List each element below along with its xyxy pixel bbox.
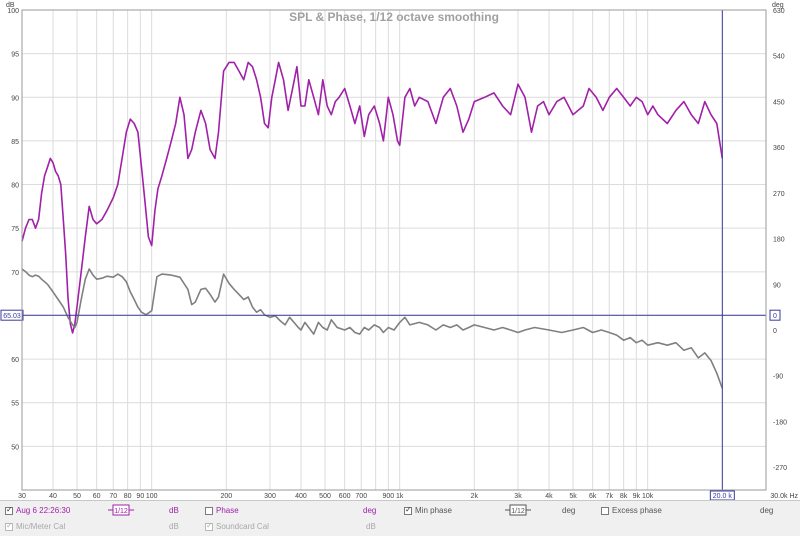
x-tick-label: 90 [136,493,144,500]
y-left-tick-label: 50 [11,444,19,451]
x-tick-label: 6k [589,493,597,500]
min-phase-label: Min phase [415,506,452,515]
x-tick-label: 30 [18,493,26,500]
legend-panel: Aug 6 22:26:30 1/12 dB Phase deg Min pha… [0,500,800,536]
min-phase-smoothing-icon[interactable]: 1/12 [505,504,531,516]
y-right-tick-label: -90 [773,374,783,381]
y-left-tick-label: 60 [11,357,19,364]
x-tick-label: 30.0k Hz [770,493,798,500]
y-right-tick-label: 270 [773,191,785,198]
x-tick-label: 900 [382,493,394,500]
y-right-unit: deg [772,2,784,9]
min-phase-series-line [21,268,724,389]
y-right-tick-label: 180 [773,237,785,244]
cursor-y-readout: 65.03 [0,309,24,321]
y-right-tick-label: 450 [773,99,785,106]
measurement-checkbox[interactable] [5,505,13,515]
x-tick-label: 4k [545,493,553,500]
mic-cal-checkbox[interactable] [5,521,13,531]
y-right-tick-label: 630 [773,8,785,15]
y-right-tick-label: -270 [773,465,787,472]
phase-unit: deg [363,506,377,515]
x-tick-label: 200 [220,493,232,500]
y-left-tick-labels: 50556065707580859095100 [7,8,19,451]
excess-phase-unit: deg [760,506,774,515]
y-left-tick-label: 85 [11,139,19,146]
soundcard-cal-checkbox[interactable] [205,521,213,531]
x-tick-label: 1k [396,493,404,500]
soundcard-cal-label: Soundcard Cal [216,522,269,531]
y-left-tick-label: 55 [11,401,19,408]
plot-area[interactable] [22,10,766,490]
x-tick-label: 70 [109,493,117,500]
x-tick-label: 3k [514,493,522,500]
series-layer [21,61,724,389]
x-tick-label: 9k [633,493,641,500]
x-tick-label: 40 [49,493,57,500]
y-right-tick-label: 540 [773,54,785,61]
min-phase-checkbox[interactable] [404,505,412,515]
x-tick-label: 8k [620,493,628,500]
y-right-tick-label: 0 [773,328,777,335]
cursor-layer[interactable]: 65.03 0 20.0 k [0,10,781,500]
y-right-tick-labels: -270 -180 -90 0 90 180 270 360 450 540 630 [773,8,787,472]
cursor-y2-readout: 0 [769,309,781,321]
measurement-smoothing-label: 1/12 [114,508,128,515]
measurement-label: Aug 6 22:26:30 [16,506,71,515]
x-tick-labels: 30 40 50 60 70 80 90 100 200 300 400 500 600 700 900 1k… [18,493,798,500]
phase-checkbox[interactable] [205,506,213,515]
y-left-tick-label: 100 [7,8,19,15]
x-tick-label: 500 [319,493,331,500]
x-tick-label: 700 [355,493,367,500]
legend-item-measurement[interactable]: Aug 6 22:26:30 [5,504,70,517]
x-tick-label: 5k [569,493,577,500]
x-tick-label: 50 [73,493,81,500]
min-phase-unit: deg [562,506,576,515]
y-right-tick-label: 90 [773,282,781,289]
y-left-tick-label: 95 [11,52,19,59]
y-right-tick-label: -180 [773,419,787,426]
chart-title: SPL & Phase, 1/12 octave smoothing [289,10,499,24]
svg-text:0: 0 [773,313,777,320]
x-tick-label: 7k [606,493,614,500]
legend-item-excess-phase[interactable]: Excess phase [601,504,662,517]
x-tick-label: 400 [295,493,307,500]
y-right-tick-label: 360 [773,145,785,152]
phase-label: Phase [216,506,239,515]
svg-text:65.03: 65.03 [3,313,21,320]
x-tick-label: 2k [471,493,479,500]
y-left-tick-label: 70 [11,270,19,277]
legend-item-soundcard-cal[interactable]: Soundcard Cal [205,520,269,533]
svg-text:20.0 k: 20.0 k [713,493,733,500]
x-tick-label: 300 [264,493,276,500]
legend-item-min-phase[interactable]: Min phase [404,504,452,517]
y-left-tick-label: 90 [11,95,19,102]
soundcard-cal-unit: dB [366,522,376,531]
plot-frame [21,9,767,491]
x-tick-label: 60 [93,493,101,500]
x-tick-label: 100 [146,493,158,500]
x-tick-label: 10k [642,493,654,500]
mic-cal-label: Mic/Meter Cal [16,522,66,531]
legend-item-phase[interactable]: Phase [205,504,239,517]
x-tick-label: 80 [124,493,132,500]
spl-phase-chart[interactable]: SPL & Phase, 1/12 octave smoothing dB de… [0,0,800,500]
excess-phase-label: Excess phase [612,506,662,515]
x-tick-label: 600 [339,493,351,500]
legend-item-mic-cal[interactable]: Mic/Meter Cal [5,520,65,533]
excess-phase-checkbox[interactable] [601,506,609,515]
measurement-unit: dB [169,506,179,515]
spl-series-line [21,61,724,334]
y-left-tick-label: 75 [11,226,19,233]
min-phase-smoothing-label: 1/12 [511,508,525,515]
measurement-smoothing-icon[interactable]: 1/12 [108,504,134,516]
cursor-x-readout: 20.0 k [709,490,735,500]
y-left-unit: dB [6,2,15,9]
mic-cal-unit: dB [169,522,179,531]
y-left-tick-label: 80 [11,183,19,190]
